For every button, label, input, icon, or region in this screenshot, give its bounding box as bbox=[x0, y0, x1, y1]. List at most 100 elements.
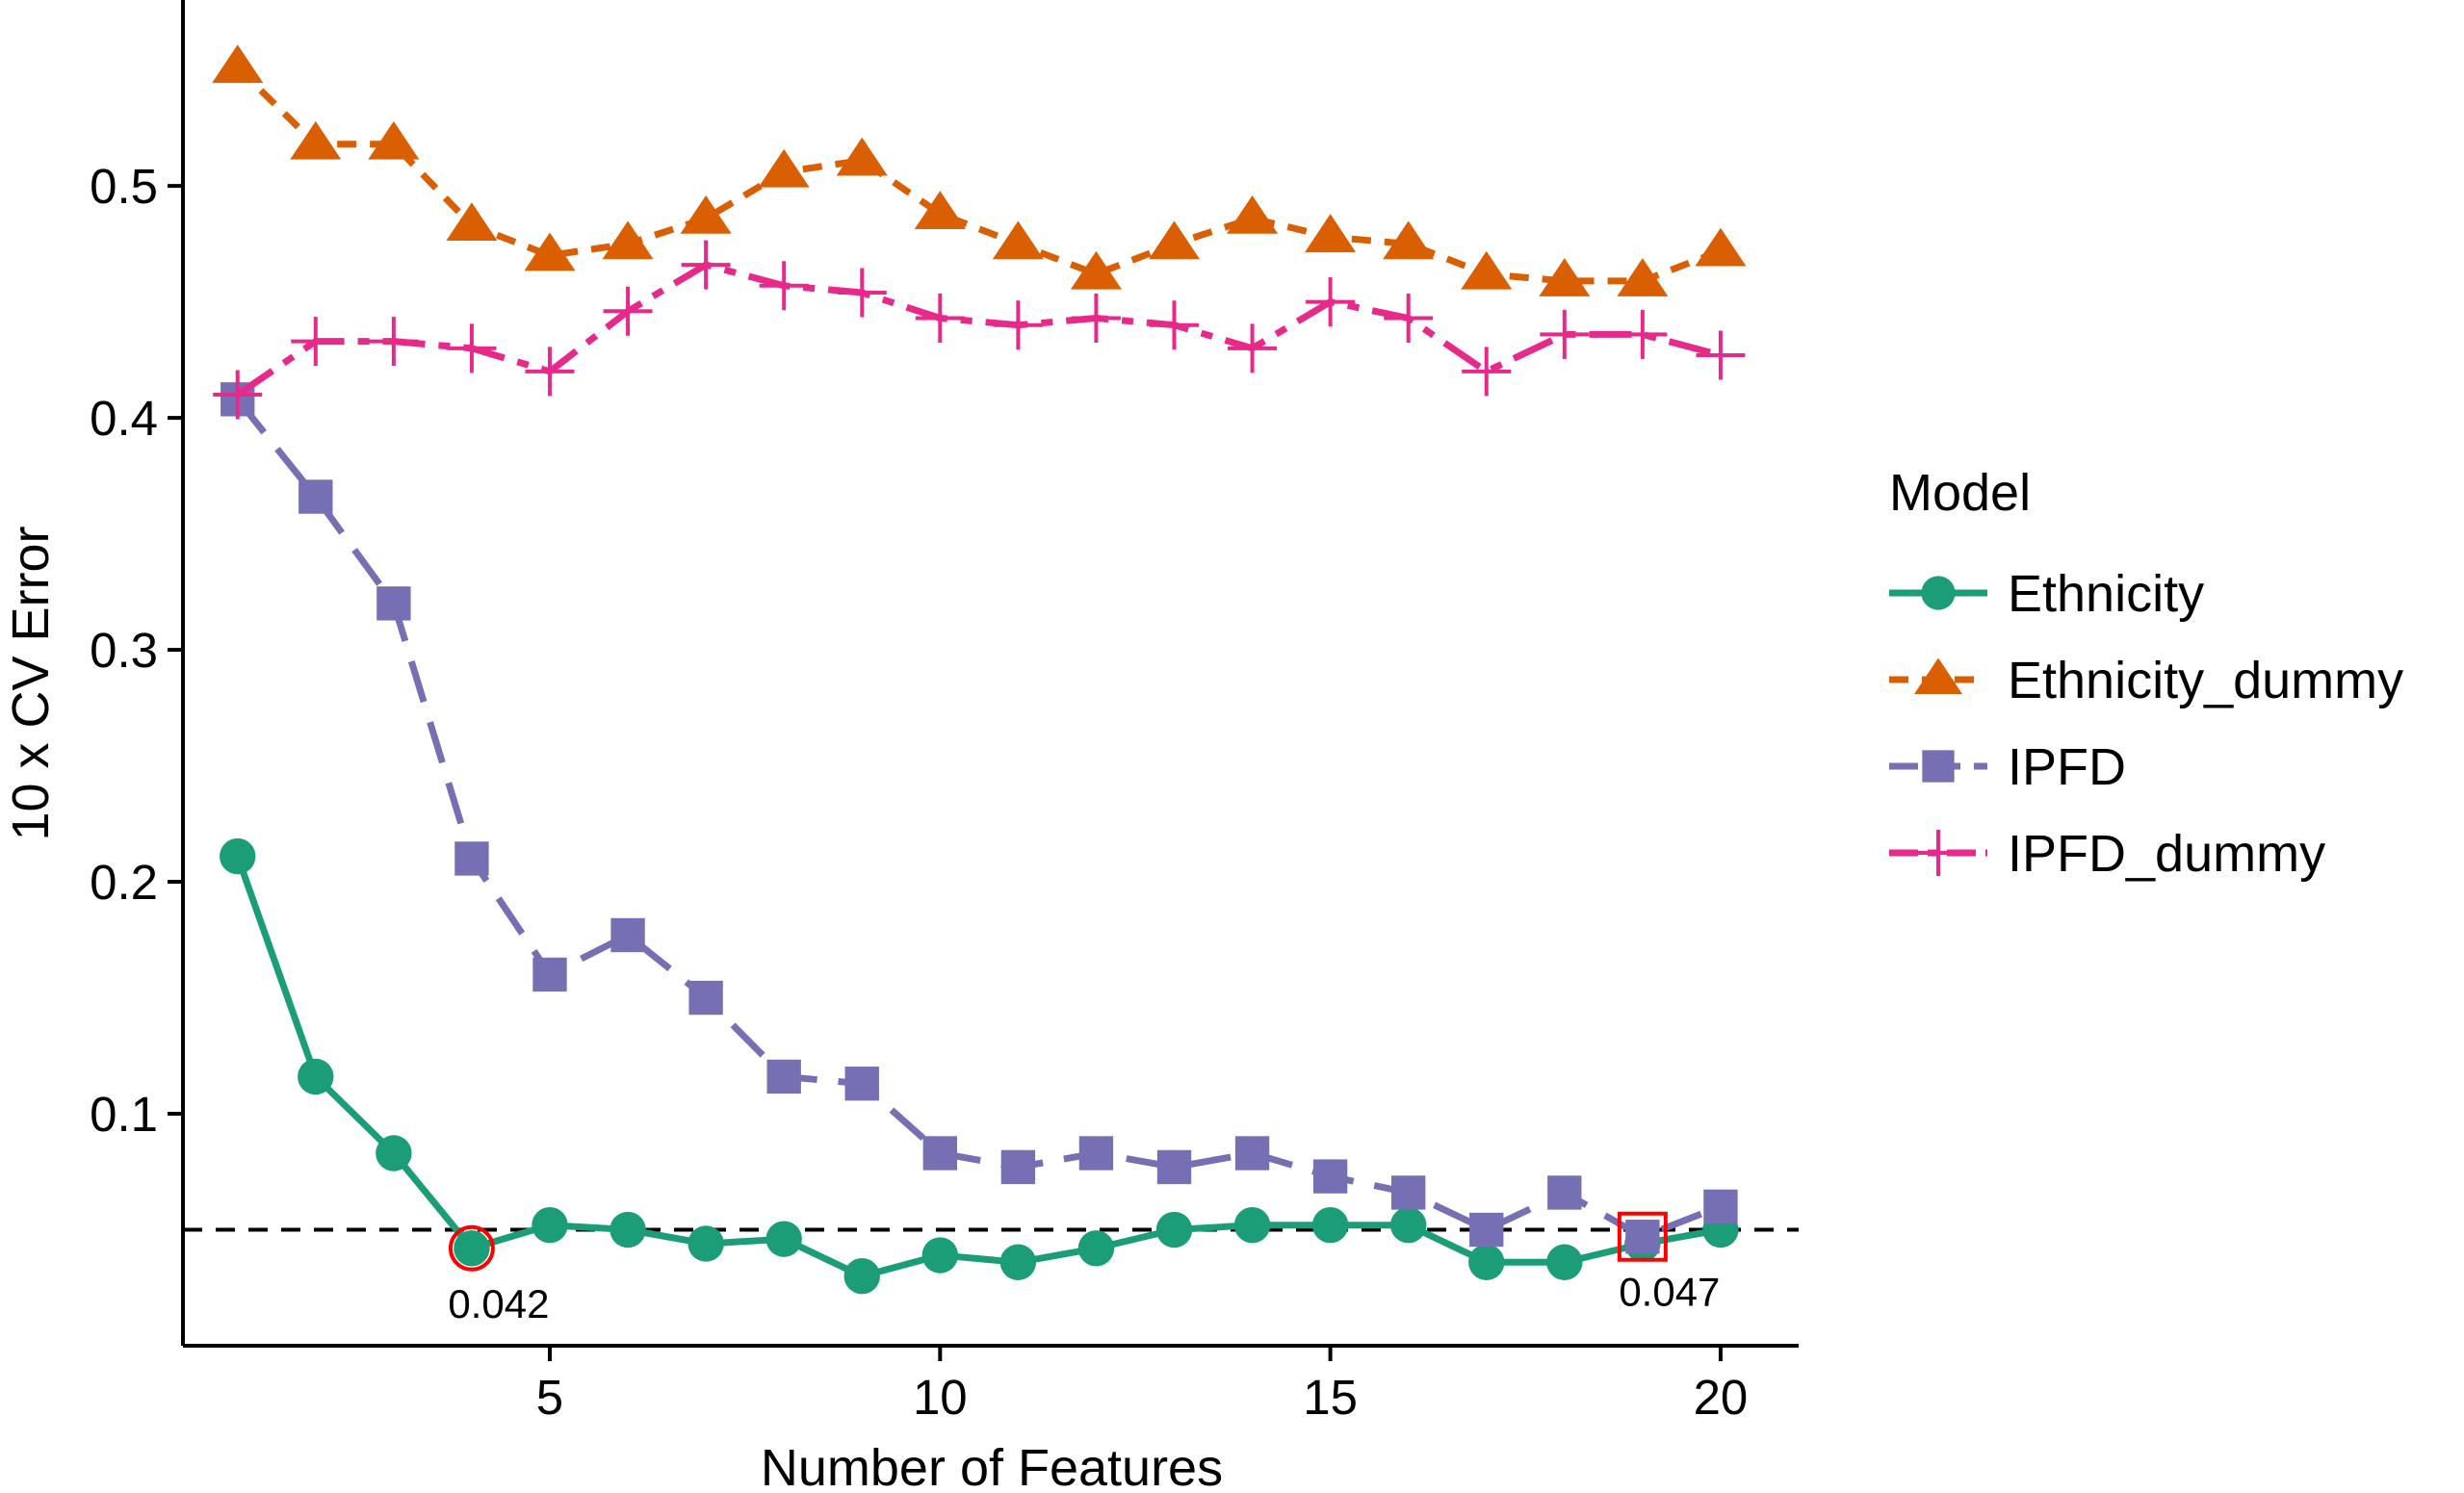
legend-item-ipfd: IPFD bbox=[1889, 738, 2126, 796]
data-point-ipfd-dummy bbox=[1462, 347, 1512, 397]
y-tick-label: 0.5 bbox=[90, 159, 158, 214]
data-point-ethnicity bbox=[1233, 1206, 1271, 1244]
data-point-ethnicity-dummy bbox=[914, 191, 966, 229]
data-point-ethnicity bbox=[765, 1221, 802, 1257]
data-point-ethnicity bbox=[1077, 1230, 1115, 1267]
data-point-ethnicity-dummy bbox=[1617, 258, 1669, 296]
legend-marker-ethnicity bbox=[1921, 576, 1956, 610]
data-point-ethnicity-dummy bbox=[446, 202, 498, 242]
data-point-ipfd-dummy bbox=[915, 293, 965, 343]
data-point-ethnicity-dummy bbox=[290, 120, 342, 160]
data-point-ethnicity-dummy bbox=[368, 120, 420, 160]
data-point-ethnicity-dummy bbox=[1461, 250, 1513, 290]
data-point-ipfd bbox=[922, 1136, 957, 1171]
data-point-ipfd bbox=[1000, 1149, 1036, 1185]
y-axis-ticks: 0.1 0.2 0.3 0.4 0.5 bbox=[90, 159, 183, 1142]
data-point-ipfd bbox=[1703, 1189, 1738, 1224]
highlight-circle bbox=[448, 1224, 495, 1272]
data-point-ipfd bbox=[1078, 1136, 1114, 1171]
legend-marker-ipfd-dummy bbox=[1915, 830, 1961, 876]
data-point-ethnicity-dummy bbox=[524, 232, 576, 271]
data-point-ipfd bbox=[766, 1059, 801, 1094]
legend-title: Model bbox=[1889, 464, 2031, 522]
data-point-ethnicity bbox=[298, 1058, 334, 1095]
data-point-ethnicity-dummy bbox=[992, 220, 1044, 260]
data-point-ipfd-dummy bbox=[1696, 330, 1746, 380]
data-point-ethnicity bbox=[1155, 1211, 1193, 1248]
data-point-ipfd-dummy bbox=[1149, 300, 1199, 350]
plot-area: 0.042 0.047 bbox=[183, 44, 1799, 1326]
legend-marker-ipfd bbox=[1922, 750, 1955, 783]
data-point-ethnicity-dummy bbox=[1305, 214, 1357, 253]
data-point-ethnicity-dummy bbox=[1383, 220, 1435, 260]
series-ipfd-dummy bbox=[213, 240, 1746, 420]
data-point-ipfd-dummy bbox=[369, 317, 419, 367]
data-point-ethnicity bbox=[610, 1211, 646, 1248]
y-tick-label: 0.2 bbox=[90, 855, 158, 910]
series-ethnicity-dummy bbox=[212, 44, 1747, 296]
legend-item-ethnicity-dummy: Ethnicity_dummy bbox=[1889, 652, 2403, 709]
data-point-ipfd-dummy bbox=[291, 317, 341, 367]
legend: Model Ethnicity Ethnicity_dummy IPFD IPFD_d… bbox=[1889, 464, 2403, 883]
series-line-ipfd bbox=[234, 397, 1723, 1241]
legend-label-ipfd-dummy: IPFD_dummy bbox=[2008, 825, 2325, 883]
data-point-ethnicity-dummy bbox=[1539, 258, 1591, 296]
data-point-ethnicity-dummy bbox=[680, 195, 732, 234]
axes: 5 10 15 20 0.1 0.2 0.3 0.4 0.5 bbox=[90, 0, 1799, 1425]
y-axis-title: 10 x CV Error bbox=[2, 526, 60, 840]
data-point-ipfd bbox=[610, 917, 645, 953]
data-point-ipfd-dummy bbox=[759, 261, 809, 311]
legend-label-ipfd: IPFD bbox=[2008, 738, 2126, 796]
legend-item-ethnicity: Ethnicity bbox=[1889, 565, 2204, 623]
data-point-ipfd-dummy bbox=[1540, 309, 1590, 359]
x-tick-label: 15 bbox=[1303, 1370, 1358, 1425]
legend-items: Ethnicity Ethnicity_dummy IPFD IPFD_dummy bbox=[1889, 565, 2403, 883]
data-point-ethnicity-dummy bbox=[1148, 220, 1201, 260]
data-point-ipfd bbox=[1156, 1149, 1192, 1185]
data-point-ipfd-dummy bbox=[993, 300, 1043, 350]
data-point-ipfd-dummy bbox=[603, 286, 653, 336]
annotation-label: 0.047 bbox=[1619, 1270, 1720, 1315]
x-axis-ticks: 5 10 15 20 bbox=[536, 1346, 1748, 1425]
legend-marker-ethnicity-dummy bbox=[1914, 657, 1962, 694]
series-line-ethnicity-dummy bbox=[235, 64, 1723, 285]
data-point-ipfd bbox=[1391, 1175, 1426, 1210]
data-point-ipfd-dummy bbox=[1228, 323, 1278, 373]
x-tick-label: 10 bbox=[913, 1370, 968, 1425]
data-point-ipfd bbox=[1547, 1175, 1582, 1210]
y-tick-label: 0.1 bbox=[90, 1087, 158, 1142]
series-ipfd bbox=[220, 382, 1738, 1254]
data-point-ipfd-dummy bbox=[213, 370, 263, 420]
x-axis-title: Number of Features bbox=[761, 1439, 1223, 1493]
data-point-ipfd bbox=[376, 586, 411, 621]
x-tick-label: 20 bbox=[1694, 1370, 1749, 1425]
annotation-label: 0.042 bbox=[448, 1281, 549, 1326]
series-line-ipfd-dummy bbox=[235, 261, 1722, 398]
series-ethnicity bbox=[220, 837, 1739, 1295]
data-point-ipfd bbox=[1625, 1220, 1660, 1254]
annotations: 0.042 0.047 bbox=[448, 1211, 1720, 1326]
data-point-ethnicity-dummy bbox=[836, 137, 888, 176]
data-point-ethnicity-dummy bbox=[758, 148, 810, 188]
data-point-ethnicity-dummy bbox=[1695, 227, 1747, 267]
data-point-ethnicity bbox=[220, 837, 256, 875]
data-point-ethnicity bbox=[532, 1206, 568, 1244]
data-point-ipfd bbox=[1234, 1136, 1270, 1171]
legend-item-ipfd-dummy: IPFD_dummy bbox=[1889, 825, 2325, 883]
data-point-ethnicity-dummy bbox=[602, 220, 654, 260]
data-point-ipfd-dummy bbox=[837, 268, 887, 318]
data-point-ethnicity bbox=[1468, 1244, 1505, 1280]
data-point-ethnicity bbox=[454, 1230, 490, 1267]
data-point-ipfd bbox=[844, 1067, 879, 1101]
data-point-ethnicity bbox=[376, 1135, 412, 1171]
legend-label-ethnicity-dummy: Ethnicity_dummy bbox=[2008, 652, 2403, 709]
data-point-ipfd bbox=[298, 479, 333, 514]
data-point-ethnicity bbox=[1389, 1206, 1427, 1244]
data-point-ethnicity bbox=[921, 1237, 959, 1274]
data-point-ethnicity-dummy bbox=[212, 44, 264, 84]
y-tick-label: 0.4 bbox=[90, 391, 158, 446]
data-point-ipfd bbox=[1469, 1212, 1504, 1248]
data-point-ipfd bbox=[454, 841, 489, 876]
data-point-ipfd-dummy bbox=[1071, 293, 1121, 343]
